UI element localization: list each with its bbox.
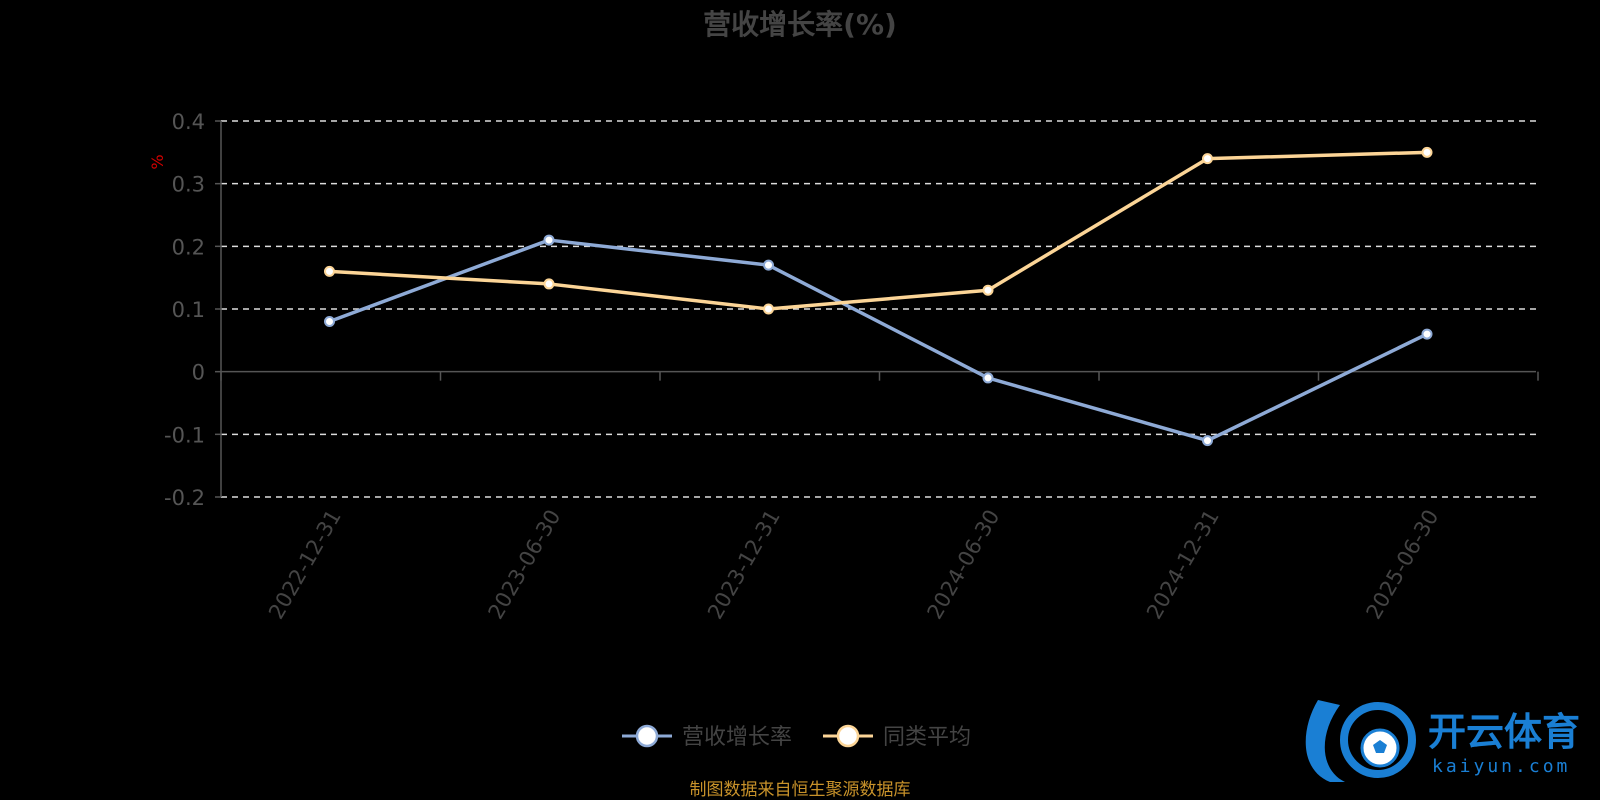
data-point[interactable] (763, 259, 774, 271)
legend-item[interactable]: 同类平均 (823, 724, 971, 750)
y-tick-labels: 0.4 0.3 0.2 0.1 0 -0.1 -0.2 (164, 110, 205, 510)
series-lines (324, 146, 1433, 447)
y-tick-label: 0.3 (172, 173, 205, 197)
chart-title: 营收增长率(%) (703, 8, 897, 41)
source-note: 制图数据来自恒生聚源数据库 (690, 780, 911, 800)
legend-marker-icon (635, 724, 659, 748)
series-line (329, 150, 1428, 311)
x-tick-label: 2025-06-30 (1362, 506, 1444, 624)
y-tick-label: 0 (192, 361, 205, 385)
x-tick-label: 2023-12-31 (703, 506, 785, 624)
y-tick-label: -0.2 (164, 486, 205, 510)
y-tick-label: -0.1 (164, 423, 205, 447)
x-tick-labels: 2022-12-31 2023-06-30 2023-12-31 2024-06-30… (264, 506, 1443, 624)
data-point[interactable] (1421, 328, 1433, 340)
data-point[interactable] (543, 234, 555, 246)
legend-label: 营收增长率 (682, 725, 792, 750)
series-line (328, 238, 1428, 443)
logo-ring-icon (1340, 702, 1416, 778)
data-point[interactable] (982, 284, 994, 296)
x-tick-label: 2023-06-30 (484, 506, 566, 624)
y-tick-label: 0.1 (172, 298, 205, 322)
data-point[interactable] (1421, 146, 1433, 158)
legend[interactable]: 营收增长率 同类平均 (622, 724, 971, 750)
legend-marker-icon (836, 724, 860, 748)
legend-item[interactable]: 营收增长率 (622, 724, 792, 750)
y-axis-unit: % (148, 154, 167, 169)
data-point[interactable] (1202, 435, 1213, 447)
y-tick-label: 0.4 (172, 110, 205, 134)
legend-label: 同类平均 (883, 725, 971, 750)
data-point[interactable] (763, 303, 774, 315)
y-tick-label: 0.2 (172, 235, 205, 259)
watermark-text-en: kaiyun.com (1432, 756, 1570, 777)
data-point[interactable] (543, 278, 555, 290)
data-point[interactable] (324, 316, 335, 328)
logo-k-stroke-icon (1305, 700, 1345, 782)
watermark-logo: 开云体育 kaiyun.com (1305, 700, 1580, 782)
data-point[interactable] (324, 265, 335, 277)
grid-lines (221, 120, 1536, 498)
watermark-text-cn: 开云体育 (1428, 710, 1580, 754)
x-tick-label: 2022-12-31 (264, 506, 346, 624)
x-tick-label: 2024-12-31 (1142, 506, 1224, 624)
data-point[interactable] (982, 372, 994, 384)
x-tick-label: 2024-06-30 (923, 506, 1005, 624)
data-point[interactable] (1202, 153, 1213, 165)
axes (215, 120, 1539, 498)
